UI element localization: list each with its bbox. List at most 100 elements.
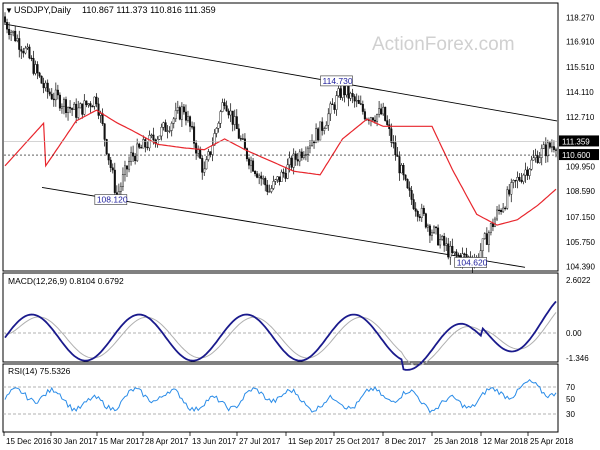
candle-body xyxy=(211,145,214,155)
candle-body xyxy=(323,128,326,131)
candle-body xyxy=(538,157,541,163)
candle-body xyxy=(75,103,78,118)
candle-body xyxy=(243,138,246,149)
candle-body xyxy=(514,180,517,182)
candle-body xyxy=(327,113,330,126)
candle-body xyxy=(496,209,499,220)
candle-body xyxy=(378,108,381,115)
candle-body xyxy=(518,177,521,181)
candle-body xyxy=(422,208,425,214)
candle-body xyxy=(126,165,129,170)
candle-body xyxy=(372,117,375,121)
candle-body xyxy=(276,176,279,180)
candle-body xyxy=(410,190,413,200)
price-tag-bg xyxy=(559,135,599,147)
candle-body xyxy=(34,64,37,74)
candle-body xyxy=(201,158,204,173)
date-tick-label: 30 Jan 2017 xyxy=(53,437,98,446)
candle-body xyxy=(353,96,356,102)
rsi-line xyxy=(4,378,557,414)
candle-body xyxy=(54,89,57,101)
candle-body xyxy=(158,135,161,140)
candle-body xyxy=(528,168,531,176)
candle-body xyxy=(241,138,244,140)
watermark: ActionForex.com xyxy=(372,34,515,55)
candle-body xyxy=(231,110,234,125)
rsi-tick-50: 50 xyxy=(566,395,575,404)
macd-signal-line xyxy=(4,312,557,366)
candle-body xyxy=(349,93,352,99)
date-tick-label: 25 Apr 2018 xyxy=(530,437,574,446)
candle-body xyxy=(81,103,84,115)
candle-body xyxy=(136,143,139,161)
price-annotation-box xyxy=(94,194,128,205)
rsi-label: RSI(14) 75.5326 xyxy=(8,366,71,376)
candle-body xyxy=(36,64,39,74)
candle-body xyxy=(351,93,354,97)
candle-body xyxy=(487,232,490,245)
candle-body xyxy=(199,149,202,159)
candle-body xyxy=(382,106,385,115)
candle-body xyxy=(107,153,110,161)
candle-body xyxy=(134,155,137,161)
candle-body xyxy=(380,108,383,115)
price-tick-label: 115.510 xyxy=(566,63,595,72)
candle-body xyxy=(402,165,405,176)
candle-body xyxy=(357,100,360,104)
reference-price-tag: 110.600 xyxy=(562,151,591,160)
candle-body xyxy=(85,100,88,106)
candle-body xyxy=(119,186,122,192)
candle-body xyxy=(146,146,149,149)
candle-body xyxy=(52,98,55,101)
candle-body xyxy=(258,175,261,178)
candle-body xyxy=(79,103,82,109)
candle-body xyxy=(296,159,299,162)
candle-body xyxy=(245,148,248,160)
upper-channel-line xyxy=(3,23,558,122)
candle-body xyxy=(361,103,364,112)
moving-average-line xyxy=(4,109,557,226)
price-panel xyxy=(2,2,559,272)
candle-body xyxy=(160,127,163,137)
candle-body xyxy=(123,165,126,175)
candle-body xyxy=(288,157,291,166)
candle-body xyxy=(239,138,242,140)
candle-body xyxy=(483,233,486,239)
candle-body xyxy=(355,100,358,102)
date-tick-label: 25 Oct 2017 xyxy=(336,437,380,446)
candle-body xyxy=(128,161,131,170)
header-arrow-icon: ▼ xyxy=(5,6,13,15)
candle-body xyxy=(260,175,263,179)
candle-body xyxy=(10,32,13,35)
candle-body xyxy=(457,254,460,256)
candle-body xyxy=(256,173,259,178)
price-tick-label: 114.110 xyxy=(566,88,594,97)
candle-body xyxy=(315,128,318,144)
price-tick-label: 118.270 xyxy=(566,13,595,22)
candle-body xyxy=(404,174,407,180)
candle-body xyxy=(408,187,411,191)
candle-body xyxy=(532,157,535,161)
candle-body xyxy=(345,85,348,96)
candle-body xyxy=(6,22,9,30)
candle-body xyxy=(280,171,283,182)
candle-body xyxy=(121,174,124,187)
candle-body xyxy=(229,110,232,116)
candle-body xyxy=(274,179,277,182)
candle-body xyxy=(142,139,145,149)
candle-body xyxy=(130,152,133,162)
candle-body xyxy=(168,130,171,132)
candle-body xyxy=(392,142,395,144)
date-tick-label: 15 Dec 2016 xyxy=(6,437,52,446)
candle-body xyxy=(178,107,181,120)
candle-body xyxy=(284,173,287,179)
candle-body xyxy=(71,108,74,110)
candle-body xyxy=(32,58,35,74)
candle-body xyxy=(42,83,45,89)
candle-body xyxy=(62,99,65,107)
candle-body xyxy=(426,225,429,228)
date-tick-label: 27 Jul 2017 xyxy=(239,437,281,446)
candle-body xyxy=(321,121,324,131)
candle-body xyxy=(337,88,340,96)
candle-body xyxy=(443,236,446,246)
